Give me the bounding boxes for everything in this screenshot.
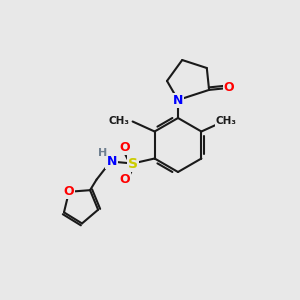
Text: O: O [224,81,234,94]
Text: O: O [119,141,130,154]
Text: CH₃: CH₃ [216,116,237,127]
Text: CH₃: CH₃ [109,116,130,127]
Text: N: N [106,155,117,168]
Text: O: O [64,185,74,198]
Text: O: O [119,173,130,186]
Text: S: S [128,157,138,170]
Text: H: H [98,148,107,158]
Text: N: N [173,94,183,106]
